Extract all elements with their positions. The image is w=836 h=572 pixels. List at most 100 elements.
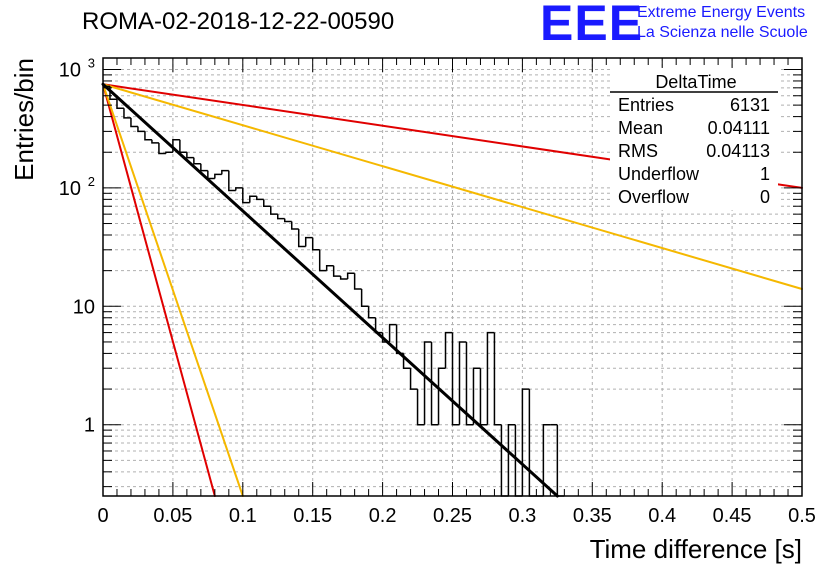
axis-ticks (102, 58, 803, 496)
stats-row-value: 0.04111 (708, 118, 770, 138)
stats-row-value: 6131 (730, 95, 770, 115)
x-tick-label: 0.45 (713, 505, 752, 527)
stats-row-label: Underflow (618, 164, 700, 184)
logo-caption-line-2: La Scienza nelle Scuole (637, 24, 808, 41)
stats-row-value: 0.04113 (706, 141, 770, 161)
histogram-bin (158, 142, 166, 155)
logo-caption-line-1: Extreme Energy Events (637, 4, 806, 21)
histogram-bin (542, 423, 551, 496)
histogram-bin (325, 265, 334, 271)
fit-line (101, 82, 559, 498)
histogram-bin (186, 152, 194, 159)
histogram-bin (507, 423, 516, 496)
histogram-bin (311, 237, 320, 251)
stats-row-label: Mean (618, 118, 663, 138)
histogram-bin (304, 236, 313, 247)
histogram-bin (339, 276, 348, 280)
x-tick-label: 0.25 (433, 505, 472, 527)
x-tick-label: 0.15 (293, 505, 332, 527)
histogram-bin (277, 214, 285, 220)
reference-line (102, 83, 216, 497)
histogram-bin (416, 389, 425, 426)
histogram-bin (318, 249, 327, 272)
x-tick-labels: 0 0.05 0.1 0.15 0.2 0.25 0.3 0.35 0.4 0.45 0.5 (97, 505, 815, 527)
histogram-bin (479, 368, 488, 426)
stats-row-label: RMS (618, 141, 658, 161)
stats-box: DeltaTime Entries 6131 Mean 0.04111 RMS 0.041… (610, 68, 778, 210)
histogram-bin (353, 273, 362, 290)
histogram-bin (165, 151, 173, 154)
y-tick-labels: 1 10 10 2 10 3 (59, 55, 95, 436)
histogram-bin (130, 117, 138, 128)
histogram-bin (200, 163, 208, 172)
histogram-bin (521, 388, 530, 496)
histogram-bin (528, 389, 537, 497)
histogram-bin (332, 265, 341, 277)
histogram-bin (430, 341, 439, 426)
stats-row-value: 0 (760, 187, 770, 207)
x-tick-label: 0.05 (153, 505, 192, 527)
reference-line (102, 83, 244, 497)
histogram-bin (221, 169, 229, 175)
histogram-bin (144, 131, 152, 141)
x-tick-label: 0.5 (788, 505, 816, 527)
histogram (103, 85, 565, 497)
chart-title: ROMA-02-2018-12-22-00590 (82, 8, 395, 35)
histogram-bin (249, 195, 257, 203)
x-tick-label: 0.4 (648, 505, 676, 527)
histogram-bin (395, 324, 404, 355)
y-tick-label: 10 (59, 59, 81, 81)
x-tick-label: 0.1 (229, 505, 257, 527)
eee-logo: EEE (540, 0, 644, 51)
y-tick-exponent: 2 (88, 174, 95, 189)
x-tick-label: 0.2 (369, 505, 397, 527)
x-tick-label: 0 (97, 505, 108, 527)
histogram-bin (472, 367, 481, 425)
stats-row-label: Overflow (618, 187, 690, 207)
histogram-bin (493, 332, 502, 426)
y-axis-title: Entries/bin (9, 58, 39, 181)
histogram-bin (283, 218, 292, 223)
histogram-bin (367, 306, 376, 319)
histogram-bin (235, 187, 243, 191)
histogram-bin (409, 368, 418, 390)
y-tick-exponent: 3 (88, 55, 95, 70)
y-tick-label: 1 (84, 415, 95, 437)
histogram-bin (137, 126, 145, 133)
histogram-bin (486, 331, 495, 425)
histogram-bin (179, 139, 187, 153)
histogram-bin (451, 332, 460, 426)
histogram-bin (360, 288, 369, 308)
stats-row-label: Entries (618, 95, 674, 115)
histogram-bin (423, 341, 432, 425)
y-tick-label: 10 (59, 178, 81, 200)
histogram-bin (123, 108, 131, 119)
histogram-bin (444, 331, 453, 369)
histogram-bin (346, 272, 355, 280)
stats-box-title: DeltaTime (655, 72, 736, 92)
x-tick-label: 0.35 (573, 505, 612, 527)
reference-line (102, 83, 803, 290)
x-axis-title: Time difference [s] (590, 534, 802, 564)
histogram-bin (193, 157, 201, 165)
histogram-bin (458, 341, 467, 425)
histogram-bin (263, 199, 271, 207)
y-tick-label: 10 (73, 296, 95, 318)
histogram-bin (297, 228, 306, 248)
histogram-bin (242, 187, 250, 204)
histogram-bin (270, 206, 278, 215)
fit-curve-group (101, 82, 559, 498)
histogram-bin (256, 196, 264, 201)
stats-rows: Entries 6131 Mean 0.04111 RMS 0.04113 Underflo… (618, 95, 770, 207)
histogram-bin (214, 173, 222, 179)
stats-row-value: 1 (760, 164, 770, 184)
histogram-bin (228, 170, 236, 192)
histogram-bin (388, 323, 397, 342)
histogram-bin (465, 341, 474, 426)
histogram-bin (151, 139, 159, 144)
histogram-bin (290, 221, 299, 230)
histogram-bin (207, 170, 215, 180)
histogram-bin (437, 367, 446, 425)
histogram-bin (116, 99, 124, 110)
